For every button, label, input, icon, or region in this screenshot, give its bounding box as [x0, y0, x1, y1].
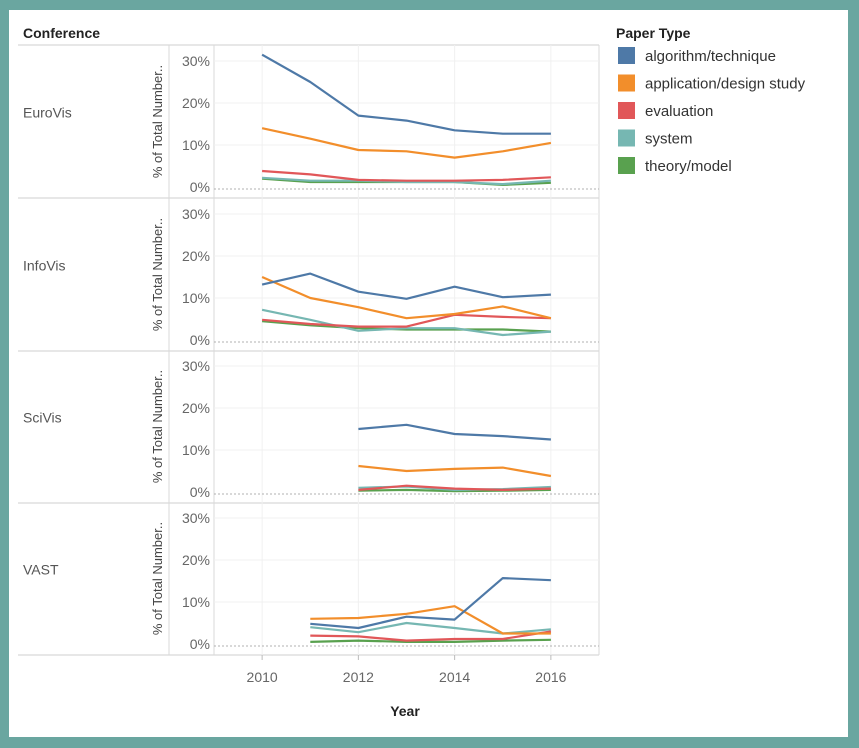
x-axis: 2010 2012 2014 2016 [247, 655, 567, 685]
y-tick-label: 0% [190, 484, 210, 500]
y-axis-title: % of Total Number.. [150, 218, 165, 331]
legend-entry-label: evaluation [645, 103, 713, 120]
row-label-infovis: InfoVis [23, 258, 66, 274]
chart-svg: Conference 30% 20% 10% 0% % of Total Number.… [18, 25, 806, 719]
series-line-theory-model [262, 320, 551, 333]
row-header: Conference [23, 25, 100, 41]
legend-entry-label: algorithm/technique [645, 48, 776, 65]
y-tick-label: 30% [182, 53, 210, 69]
panel-scivis: 30% 20% 10% 0% % of Total Number.. SciVis [18, 350, 600, 504]
y-tick-label: 30% [182, 206, 210, 222]
x-tick-label: 2012 [343, 669, 374, 685]
x-tick-label: 2010 [247, 669, 278, 685]
y-tick-label: 20% [182, 400, 210, 416]
y-tick-label: 10% [182, 290, 210, 306]
x-tick-label: 2014 [439, 669, 470, 685]
y-axis-title: % of Total Number.. [150, 370, 165, 483]
series-line-evaluation [310, 630, 552, 642]
series-line-application-design-study [358, 464, 552, 478]
legend-swatch [618, 47, 635, 64]
legend-entry-label: theory/model [645, 158, 732, 175]
y-tick-label: 30% [182, 510, 210, 526]
legend: Paper Type algorithm/technique applicatio… [616, 25, 806, 175]
y-tick-label: 0% [190, 179, 210, 195]
series-line-system [262, 176, 551, 186]
x-tick-label: 2016 [535, 669, 566, 685]
row-label-vast: VAST [23, 562, 59, 578]
legend-entry-label: application/design study [645, 76, 806, 93]
legend-swatch [618, 74, 635, 92]
series-line-system [310, 621, 551, 635]
series-line-evaluation [358, 484, 551, 491]
x-axis-title: Year [390, 703, 420, 719]
series-line-application-design-study [261, 127, 552, 159]
panel-infovis: 30% 20% 10% 0% % of Total Number.. InfoVis [18, 198, 600, 352]
series-line-algorithm-technique [358, 423, 551, 441]
legend-swatch [618, 129, 635, 147]
y-tick-label: 20% [182, 95, 210, 111]
series-line-system [261, 308, 551, 337]
series-line-algorithm-technique [261, 53, 551, 135]
y-tick-label: 10% [182, 137, 210, 153]
legend-swatch [618, 102, 635, 119]
panel-vast: 30% 20% 10% 0% % of Total Number.. VAST [18, 502, 600, 656]
legend-entry-label: system [645, 131, 693, 148]
legend-title: Paper Type [616, 25, 691, 41]
y-tick-label: 0% [190, 636, 210, 652]
series-line-algorithm-technique [310, 576, 551, 630]
y-axis-title: % of Total Number.. [150, 522, 165, 635]
series-line-application-design-study [261, 275, 552, 320]
series-line-algorithm-technique [261, 272, 551, 300]
row-label-scivis: SciVis [23, 410, 62, 426]
y-tick-label: 30% [182, 358, 210, 374]
y-tick-label: 20% [182, 552, 210, 568]
series-line-application-design-study [310, 605, 551, 635]
row-label-eurovis: EuroVis [23, 105, 72, 121]
chart-frame: Conference 30% 20% 10% 0% % of Total Number.… [9, 10, 848, 737]
series-line-evaluation [262, 169, 551, 182]
panels: 30%20%10%0%% of Total Number..EuroVis30%… [18, 45, 600, 656]
y-tick-label: 10% [182, 594, 210, 610]
legend-swatch [618, 157, 635, 174]
y-axis-title: % of Total Number.. [150, 65, 165, 178]
series-line-theory-model [310, 638, 551, 644]
y-tick-label: 0% [190, 332, 210, 348]
panel-eurovis: 30% 20% 10% 0% % of Total Number.. EuroVis [18, 45, 600, 199]
y-tick-label: 20% [182, 248, 210, 264]
series-line-evaluation [262, 313, 551, 328]
y-tick-label: 10% [182, 442, 210, 458]
